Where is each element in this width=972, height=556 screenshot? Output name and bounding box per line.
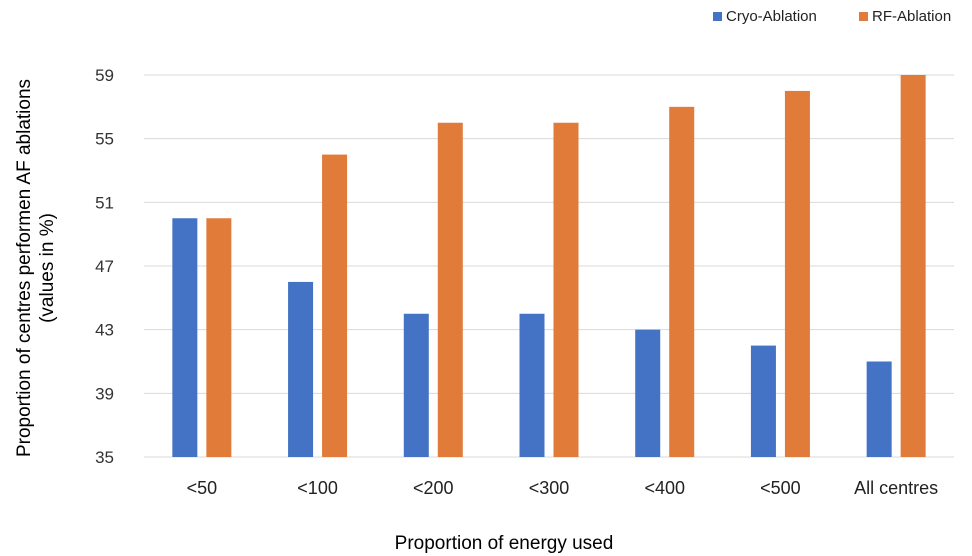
bar-rf-ablation [784,90,810,458]
y-axis-title: Proportion of centres performen AF ablat… [14,79,35,457]
bar-rf-ablation [669,106,695,457]
bar-rf-ablation [322,154,348,458]
bar-cryo-ablation [403,313,429,457]
x-tick-label: <400 [644,478,685,498]
bar-rf-ablation [900,75,926,457]
y-tick-label: 51 [95,193,114,212]
bar-rf-ablation [437,122,463,457]
y-axis-ticks: 35 39 43 47 51 55 59 [95,66,114,467]
y-tick-label: 55 [95,130,114,149]
bar-cryo-ablation [172,218,198,457]
bars [172,75,926,458]
legend-swatch-cryo [713,12,722,21]
bar-rf-ablation [206,218,232,457]
y-tick-label: 39 [95,384,114,403]
x-tick-label: <500 [760,478,801,498]
legend-swatch-rf [859,12,868,21]
x-tick-label: All centres [854,478,938,498]
bar-cryo-ablation [866,361,892,457]
bar-cryo-ablation [635,329,661,457]
x-axis-categories: <50 <100 <200 <300 <400 <500 All centres [187,478,939,498]
x-tick-label: <50 [187,478,218,498]
legend: Cryo-Ablation RF-Ablation [713,8,951,25]
bar-rf-ablation [553,122,579,457]
y-tick-label: 47 [95,257,114,276]
y-axis-title-units: (values in %) [37,213,58,323]
y-tick-label: 59 [95,66,114,85]
bar-cryo-ablation [288,281,314,457]
x-tick-label: <200 [413,478,454,498]
y-tick-label: 43 [95,321,114,340]
bar-cryo-ablation [750,345,776,457]
bar-cryo-ablation [519,313,545,457]
x-tick-label: <100 [297,478,338,498]
legend-label-cryo: Cryo-Ablation [726,8,817,25]
legend-label-rf: RF-Ablation [872,8,951,25]
gridlines [144,74,954,458]
x-axis-title: Proportion of energy used [395,533,614,554]
x-tick-label: <300 [529,478,570,498]
y-tick-label: 35 [95,448,114,467]
